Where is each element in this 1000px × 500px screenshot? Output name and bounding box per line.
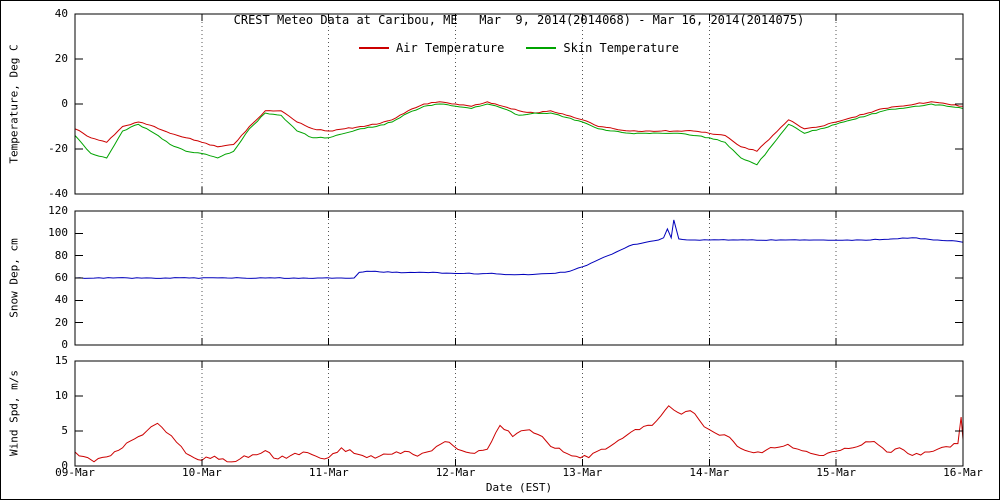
y-tick-label: 100 — [48, 226, 68, 240]
y-tick-label: 15 — [54, 354, 68, 367]
wind-speed-axis-label: Wind Spd, m/s — [7, 369, 21, 457]
legend-label-skin-temperature: Skin Temperature — [563, 41, 679, 55]
chart-legend: Air Temperature Skin Temperature — [75, 41, 963, 55]
x-tick-label: 12-Mar — [435, 466, 476, 479]
x-tick-label: 16-Mar — [943, 466, 983, 479]
y-tick-label: 10 — [54, 389, 68, 402]
x-tick-label: 10-Mar — [181, 466, 222, 479]
x-tick-label: 13-Mar — [562, 466, 603, 479]
y-tick-label: 0 — [61, 459, 68, 472]
y-tick-label: -40 — [48, 187, 68, 200]
skin-temperature-line-swatch — [526, 47, 557, 49]
y-tick-label: -20 — [48, 142, 68, 155]
legend-item-air-temperature: Air Temperature — [359, 41, 504, 55]
legend-label-air-temperature: Air Temperature — [396, 41, 505, 55]
y-tick-label: 20 — [54, 315, 68, 329]
y-tick-label: 0 — [61, 97, 68, 110]
y-tick-label: 40 — [54, 293, 68, 307]
x-tick-label: 11-Mar — [308, 466, 349, 479]
y-tick-label: 0 — [61, 338, 68, 351]
y-tick-label: 40 — [54, 7, 68, 20]
x-tick-label: 14-Mar — [689, 466, 730, 479]
x-tick-label: 15-Mar — [816, 466, 857, 479]
y-tick-label: 5 — [61, 424, 68, 437]
x-tick-label: 09-Mar — [55, 466, 95, 479]
air-temperature-line-swatch — [359, 47, 390, 49]
legend-item-skin-temperature: Skin Temperature — [526, 41, 679, 55]
x-axis-label: Date (EST) — [485, 481, 553, 494]
chart-title: CREST Meteo Data at Caribou, ME Mar 9, 2… — [233, 13, 805, 27]
y-tick-label: 120 — [48, 204, 68, 217]
y-tick-label: 60 — [54, 271, 68, 284]
y-tick-label: 80 — [54, 248, 68, 262]
y-tick-label: 20 — [54, 52, 68, 65]
